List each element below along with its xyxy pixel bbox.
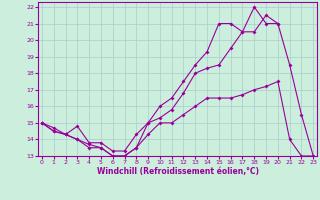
X-axis label: Windchill (Refroidissement éolien,°C): Windchill (Refroidissement éolien,°C) bbox=[97, 167, 259, 176]
